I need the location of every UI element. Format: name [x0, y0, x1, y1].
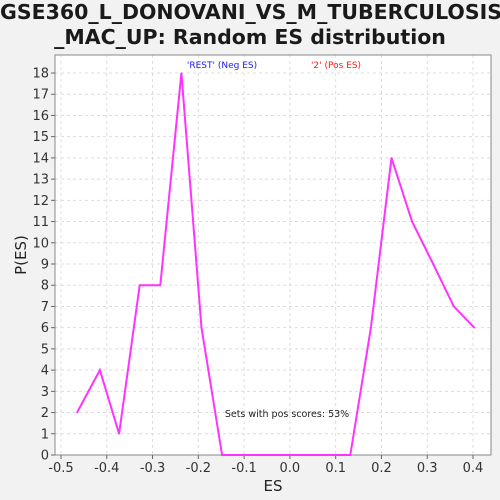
y-tick-label: 4	[41, 364, 49, 379]
plot-area	[55, 55, 491, 455]
data-point	[180, 72, 183, 74]
grid-lines	[55, 55, 491, 456]
chart-title-line-1: GSE360_L_DONOVANI_VS_M_TUBERCULOSIS	[0, 0, 500, 24]
y-tick-label: 12	[32, 194, 49, 209]
data-point	[349, 454, 352, 456]
data-point	[76, 411, 78, 414]
y-tick-label: 0	[41, 449, 49, 464]
y-tick-label: 16	[32, 109, 49, 124]
x-tick-label: 0.3	[417, 461, 438, 476]
y-tick-label: 14	[32, 151, 49, 166]
data-point	[118, 432, 120, 435]
data-point	[200, 326, 203, 329]
data-point	[159, 284, 162, 287]
y-tick-label: 15	[32, 130, 49, 145]
y-tick-label: 10	[32, 236, 49, 251]
x-axis-label: ES	[264, 477, 283, 495]
y-tick-label: 6	[41, 321, 49, 336]
data-point	[473, 326, 476, 329]
data-point	[452, 305, 455, 308]
y-tick-label: 18	[32, 67, 49, 82]
data-point	[241, 454, 244, 456]
x-axis-ticks: -0.5 -0.4 -0.3 -0.2 -0.1 0.0 0.1 0.2 0.3 0.4	[48, 455, 483, 476]
y-tick-label: 1	[41, 427, 49, 442]
legend-pos-label: '2' (Pos ES)	[311, 61, 361, 71]
x-tick-label: -0.2	[186, 461, 211, 476]
series-layer	[76, 72, 476, 456]
data-point	[328, 454, 331, 456]
data-point	[411, 220, 413, 223]
data-point	[370, 326, 372, 329]
x-tick-label: -0.3	[140, 461, 165, 476]
annotation-pos-scores: Sets with pos scores: 53%	[225, 409, 349, 420]
y-tick-label: 5	[41, 342, 49, 357]
legend-neg-label: 'REST' (Neg ES)	[187, 61, 257, 71]
x-tick-label: 0.1	[325, 461, 346, 476]
chart-title-line-2: _MAC_UP: Random ES distribution	[54, 25, 446, 49]
y-tick-label: 9	[41, 258, 49, 273]
x-tick-label: 0.4	[463, 461, 484, 476]
y-axis-label: P(ES)	[12, 235, 30, 275]
data-point	[432, 263, 434, 265]
series-line	[76, 72, 476, 456]
chart-title: GSE360_L_DONOVANI_VS_M_TUBERCULOSIS _MAC…	[0, 0, 500, 50]
data-point	[283, 454, 285, 456]
y-tick-label: 17	[32, 88, 49, 103]
y-tick-label: 8	[41, 279, 49, 294]
y-tick-label: 7	[41, 300, 49, 315]
x-tick-label: -0.1	[231, 461, 256, 476]
data-point	[303, 454, 306, 456]
data-point	[262, 454, 265, 456]
x-tick-label: 0.2	[371, 461, 392, 476]
data-point	[138, 284, 141, 287]
y-tick-label: 2	[41, 406, 49, 421]
data-point	[221, 454, 223, 456]
x-tick-label: -0.5	[48, 461, 73, 476]
data-point	[99, 369, 101, 371]
y-tick-label: 13	[32, 173, 49, 188]
data-point	[390, 157, 393, 159]
x-tick-label: 0.0	[280, 461, 301, 476]
y-tick-label: 3	[41, 385, 49, 400]
x-tick-label: -0.4	[94, 461, 119, 476]
y-tick-label: 11	[32, 215, 49, 230]
